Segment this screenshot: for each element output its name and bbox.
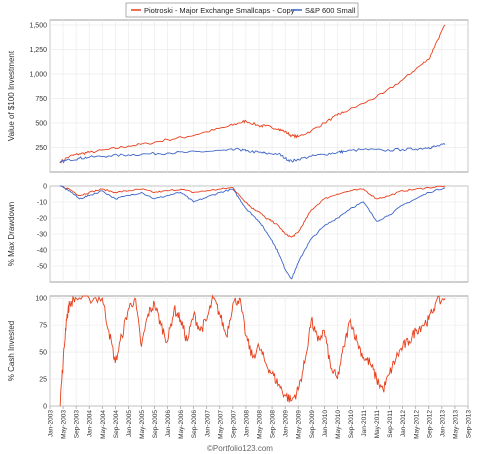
y-tick-label: -50 — [37, 264, 47, 271]
legend-label-piotroski: Piotroski - Major Exchange Smallcaps - C… — [144, 6, 295, 15]
y-tick-label: 500 — [35, 120, 47, 127]
y-tick-label: 50 — [39, 350, 47, 357]
x-tick-label: Jan-2013 — [439, 410, 446, 437]
y-tick-label: 1,250 — [29, 47, 47, 54]
x-tick-label: Sep-2003 — [74, 410, 81, 439]
x-tick-label: May-2013 — [452, 410, 459, 439]
watermark: ©Portfolio123.com — [207, 444, 273, 453]
x-tick-label: May-2009 — [296, 410, 303, 439]
legend: Piotroski - Major Exchange Smallcaps - C… — [125, 2, 359, 18]
y-tick-label: -20 — [37, 216, 47, 223]
y-tick-label: 250 — [35, 145, 47, 152]
x-tick-label: Sep-2010 — [348, 410, 355, 439]
y-tick-label: -10 — [37, 200, 47, 207]
series-line — [59, 185, 446, 238]
x-tick-label: Sep-2011 — [387, 410, 394, 438]
x-tick-label: May-2003 — [61, 410, 68, 439]
y-axis-label: Value of $100 Investment — [7, 50, 16, 141]
x-tick-label: Sep-2004 — [113, 410, 120, 439]
x-tick-label: Jan-2007 — [204, 410, 211, 437]
y-axis-label: % Cash Invested — [7, 321, 16, 381]
y-tick-label: -40 — [37, 248, 47, 255]
y-tick-label: 75 — [39, 323, 47, 330]
y-tick-label: 1,000 — [29, 71, 47, 78]
x-tick-label: May-2008 — [257, 410, 264, 439]
x-tick-label: Jan-2012 — [400, 410, 407, 437]
y-tick-label: 0 — [43, 404, 47, 411]
x-tick-label: Sep-2005 — [152, 410, 159, 439]
x-tick-label: Jan-2003 — [48, 410, 55, 437]
x-tick-label: Sep-2008 — [270, 410, 277, 439]
panel-drawdown: 0 -10 -20 -30 -40 -50 % Max Drawdown — [7, 184, 469, 283]
x-tick-label: Jan-2011 — [361, 410, 368, 437]
x-tick-label: Jan-2005 — [126, 410, 133, 437]
y-tick-label: 25 — [39, 377, 47, 384]
x-tick-label: May-2004 — [100, 410, 107, 439]
legend-box — [125, 2, 359, 18]
legend-label-sp600: S&P 600 Small — [305, 6, 356, 15]
y-axis-label: % Max Drawdown — [7, 202, 16, 266]
y-tick-label: 100 — [35, 296, 47, 303]
x-tick-label: May-2007 — [217, 410, 224, 439]
x-tick-label: Sep-2007 — [230, 410, 237, 439]
series-line — [59, 142, 446, 164]
x-tick-label: Jan-2004 — [87, 410, 94, 437]
x-tick-label: May-2010 — [335, 410, 342, 439]
series-line — [59, 24, 446, 164]
x-tick-label: May-2012 — [413, 410, 420, 439]
y-tick-label: 1,500 — [29, 22, 47, 29]
x-axis-labels: Jan-2003 May-2003 Sep-2003 Jan-2004 May-2004… — [48, 406, 473, 439]
x-tick-label: Sep-2013 — [466, 410, 473, 439]
y-tick-label: 750 — [35, 96, 47, 103]
x-tick-label: Jan-2010 — [322, 410, 329, 437]
x-tick-label: Jan-2009 — [283, 410, 290, 437]
panel-cash: 0 25 50 75 100 % Cash Invested — [7, 294, 469, 411]
x-tick-label: Sep-2009 — [309, 410, 316, 439]
x-tick-label: May-2011 — [374, 410, 381, 439]
series-line — [59, 185, 446, 280]
x-tick-label: May-2006 — [178, 410, 185, 439]
x-tick-label: Sep-2006 — [191, 410, 198, 439]
x-tick-label: May-2005 — [139, 410, 146, 439]
panel-value: 250 500 750 1,000 1,250 1,500 Value of $100 In… — [7, 19, 469, 173]
x-tick-label: Jan-2006 — [165, 410, 172, 437]
x-tick-label: Jan-2008 — [243, 410, 250, 437]
series-line — [59, 294, 446, 407]
y-tick-label: 0 — [43, 184, 47, 191]
x-tick-label: Sep-2012 — [426, 410, 433, 439]
y-tick-label: -30 — [37, 232, 47, 239]
